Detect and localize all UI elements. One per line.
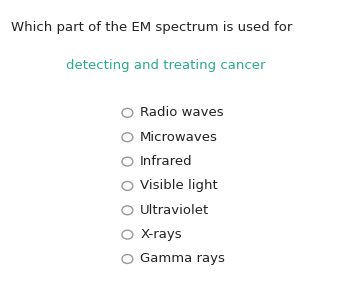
Text: detecting and treating cancer: detecting and treating cancer xyxy=(66,59,265,72)
Text: Radio waves: Radio waves xyxy=(140,106,224,119)
Text: X-rays: X-rays xyxy=(140,228,182,241)
Text: Visible light: Visible light xyxy=(140,179,218,192)
Text: Which part of the EM spectrum is used for: Which part of the EM spectrum is used fo… xyxy=(11,21,292,34)
Text: Ultraviolet: Ultraviolet xyxy=(140,204,209,217)
Text: Microwaves: Microwaves xyxy=(140,131,218,144)
Text: Infrared: Infrared xyxy=(140,155,193,168)
Text: Gamma rays: Gamma rays xyxy=(140,252,225,266)
